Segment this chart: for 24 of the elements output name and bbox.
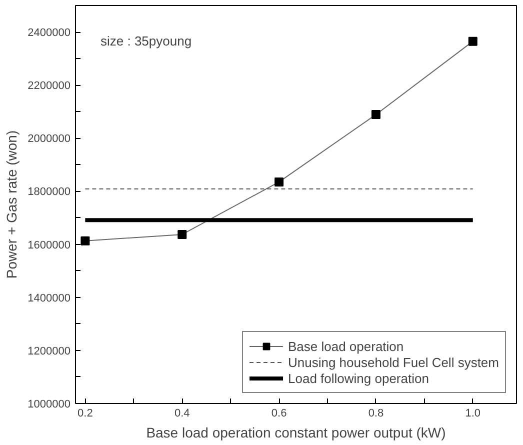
y-tick-label: 1000000 <box>28 398 71 410</box>
y-tick-label: 1200000 <box>28 345 71 358</box>
y-tick-label: 2200000 <box>28 80 71 92</box>
legend-label: Unusing household Fuel Cell system <box>288 354 499 370</box>
x-tick-label: 0.4 <box>174 408 190 420</box>
x-tick-label: 0.2 <box>78 408 93 420</box>
point <box>80 236 90 246</box>
legend-label: Load following operation <box>288 370 429 386</box>
y-tick-label: 2000000 <box>28 133 71 146</box>
annotation: size : 35pyoung <box>100 34 192 48</box>
x-tick-label: 0.6 <box>271 408 287 420</box>
legend-label: Base load operation <box>288 338 404 354</box>
y-tick-label: 1600000 <box>28 239 71 252</box>
y-tick-label: 1400000 <box>28 292 71 304</box>
y-axis-title: Power + Gas rate (won) <box>4 130 20 279</box>
y-tick-label: 1800000 <box>28 186 71 198</box>
x-axis-title: Base load operation constant power output (kW) <box>146 424 446 440</box>
point <box>371 110 380 120</box>
point <box>468 36 478 46</box>
point <box>178 230 187 239</box>
point <box>274 177 284 186</box>
x-tick-label: 1.0 <box>465 408 481 420</box>
x-tick-label: 0.8 <box>368 408 384 420</box>
y-tick-label: 2400000 <box>28 27 71 40</box>
